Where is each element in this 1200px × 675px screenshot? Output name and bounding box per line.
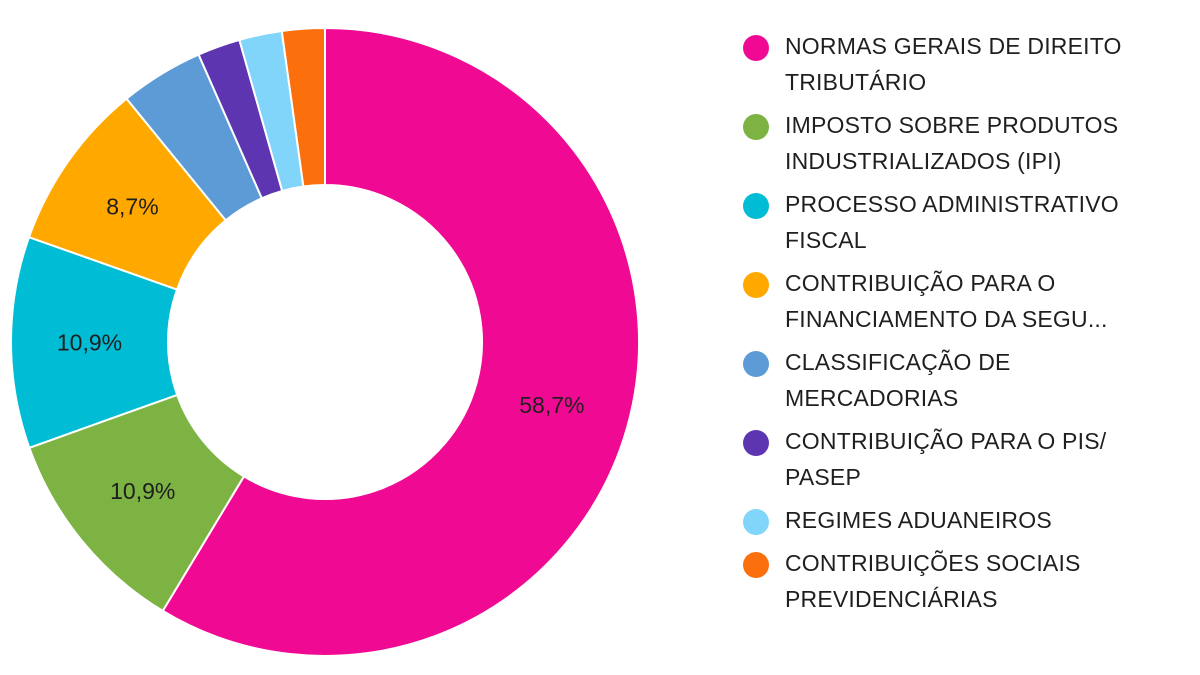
donut-plot: 58,7% 10,9% 10,9% 8,7% xyxy=(10,26,640,657)
legend-label-line: FINANCIAMENTO DA SEGU... xyxy=(785,306,1108,332)
legend-label-line: TRIBUTÁRIO xyxy=(785,69,927,95)
slice-0[interactable] xyxy=(161,26,640,657)
legend-label-line: IMPOSTO SOBRE PRODUTOS xyxy=(785,112,1119,138)
legend-item-3[interactable]: CONTRIBUIÇÃO PARA O FINANCIAMENTO DA SEGU… xyxy=(743,265,1183,337)
legend-swatch xyxy=(743,193,769,219)
legend-swatch xyxy=(743,35,769,61)
legend-swatch xyxy=(743,552,769,578)
slice-7[interactable] xyxy=(280,26,326,188)
legend-label-line: INDUSTRIALIZADOS (IPI) xyxy=(785,148,1062,174)
legend-item-0[interactable]: NORMAS GERAIS DE DIREITO TRIBUTÁRIO xyxy=(743,28,1183,100)
legend-label-line: REGIMES ADUANEIROS xyxy=(785,507,1052,533)
legend: NORMAS GERAIS DE DIREITO TRIBUTÁRIO IMPOST… xyxy=(743,28,1183,624)
slice-value-label-2: 10,9% xyxy=(57,329,122,355)
legend-label-line: CONTRIBUIÇÕES SOCIAIS xyxy=(785,550,1081,576)
legend-item-7[interactable]: CONTRIBUIÇÕES SOCIAIS PREVIDENCIÁRIAS xyxy=(743,545,1183,617)
legend-swatch xyxy=(743,509,769,535)
legend-item-6[interactable]: REGIMES ADUANEIROS xyxy=(743,502,1183,538)
legend-label-line: CONTRIBUIÇÃO PARA O PIS/ xyxy=(785,428,1107,454)
legend-label-line: CONTRIBUIÇÃO PARA O xyxy=(785,270,1056,296)
legend-label-line: CLASSIFICAÇÃO DE xyxy=(785,349,1011,375)
legend-swatch xyxy=(743,351,769,377)
legend-label-line: PROCESSO ADMINISTRATIVO xyxy=(785,191,1119,217)
legend-label: CONTRIBUIÇÃO PARA O FINANCIAMENTO DA SEGU… xyxy=(785,265,1108,337)
legend-label-line: PREVIDENCIÁRIAS xyxy=(785,586,998,612)
slice-value-label-3: 8,7% xyxy=(106,193,158,219)
legend-label-line: FISCAL xyxy=(785,227,867,253)
slices xyxy=(10,26,640,657)
legend-label-line: PASEP xyxy=(785,464,861,490)
slice-value-label-0: 58,7% xyxy=(519,392,584,418)
legend-swatch xyxy=(743,430,769,456)
legend-label: NORMAS GERAIS DE DIREITO TRIBUTÁRIO xyxy=(785,28,1122,100)
slice-labels: 58,7% 10,9% 10,9% 8,7% xyxy=(57,193,585,504)
legend-item-5[interactable]: CONTRIBUIÇÃO PARA O PIS/PASEP xyxy=(743,423,1183,495)
legend-swatch xyxy=(743,114,769,140)
legend-label: CLASSIFICAÇÃO DE MERCADORIAS xyxy=(785,344,1011,416)
legend-label-line: MERCADORIAS xyxy=(785,385,959,411)
legend-label: CONTRIBUIÇÕES SOCIAIS PREVIDENCIÁRIAS xyxy=(785,545,1081,617)
legend-label: REGIMES ADUANEIROS xyxy=(785,502,1052,538)
legend-label-line: NORMAS GERAIS DE DIREITO xyxy=(785,33,1122,59)
legend-swatch xyxy=(743,272,769,298)
legend-label: IMPOSTO SOBRE PRODUTOS INDUSTRIALIZADOS (… xyxy=(785,107,1118,179)
legend-item-2[interactable]: PROCESSO ADMINISTRATIVO FISCAL xyxy=(743,186,1183,258)
legend-label: CONTRIBUIÇÃO PARA O PIS/PASEP xyxy=(785,423,1106,495)
legend-item-1[interactable]: IMPOSTO SOBRE PRODUTOS INDUSTRIALIZADOS (… xyxy=(743,107,1183,179)
legend-label: PROCESSO ADMINISTRATIVO FISCAL xyxy=(785,186,1119,258)
slice-value-label-1: 10,9% xyxy=(110,478,175,504)
legend-item-4[interactable]: CLASSIFICAÇÃO DE MERCADORIAS xyxy=(743,344,1183,416)
